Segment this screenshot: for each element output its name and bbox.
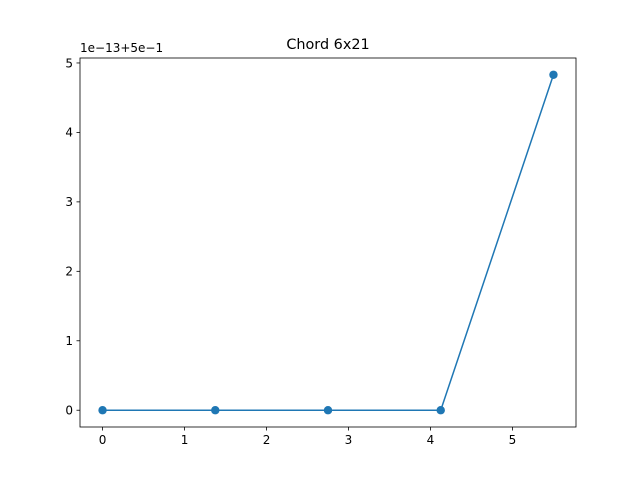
data-point <box>323 406 333 415</box>
x-tick-label: 5 <box>509 433 517 447</box>
y-tick-label: 3 <box>65 195 73 209</box>
x-tick-label: 1 <box>181 433 189 447</box>
x-tick-label: 2 <box>263 433 271 447</box>
y-tick-label: 2 <box>65 265 73 279</box>
data-point <box>436 406 445 415</box>
y-axis: 0 1 2 3 4 5 <box>65 56 80 418</box>
y-tick-label: 0 <box>65 404 73 418</box>
x-tick-label: 4 <box>427 433 435 447</box>
x-axis: 0 1 2 3 4 5 <box>99 427 517 447</box>
data-point <box>211 406 220 415</box>
y-tick-label: 5 <box>65 56 73 70</box>
y-tick-label: 1 <box>65 334 73 348</box>
data-point <box>98 406 107 415</box>
plot-area-frame <box>79 57 577 428</box>
x-tick-label: 0 <box>99 433 107 447</box>
x-tick-label: 3 <box>345 433 353 447</box>
y-tick-label: 4 <box>65 126 73 140</box>
chart-title: Chord 6x21 <box>286 37 369 53</box>
y-axis-offset-label: 1e−13+5e−1 <box>80 41 163 55</box>
series-line <box>102 74 555 411</box>
series-layer <box>98 70 558 415</box>
data-point <box>549 70 558 79</box>
